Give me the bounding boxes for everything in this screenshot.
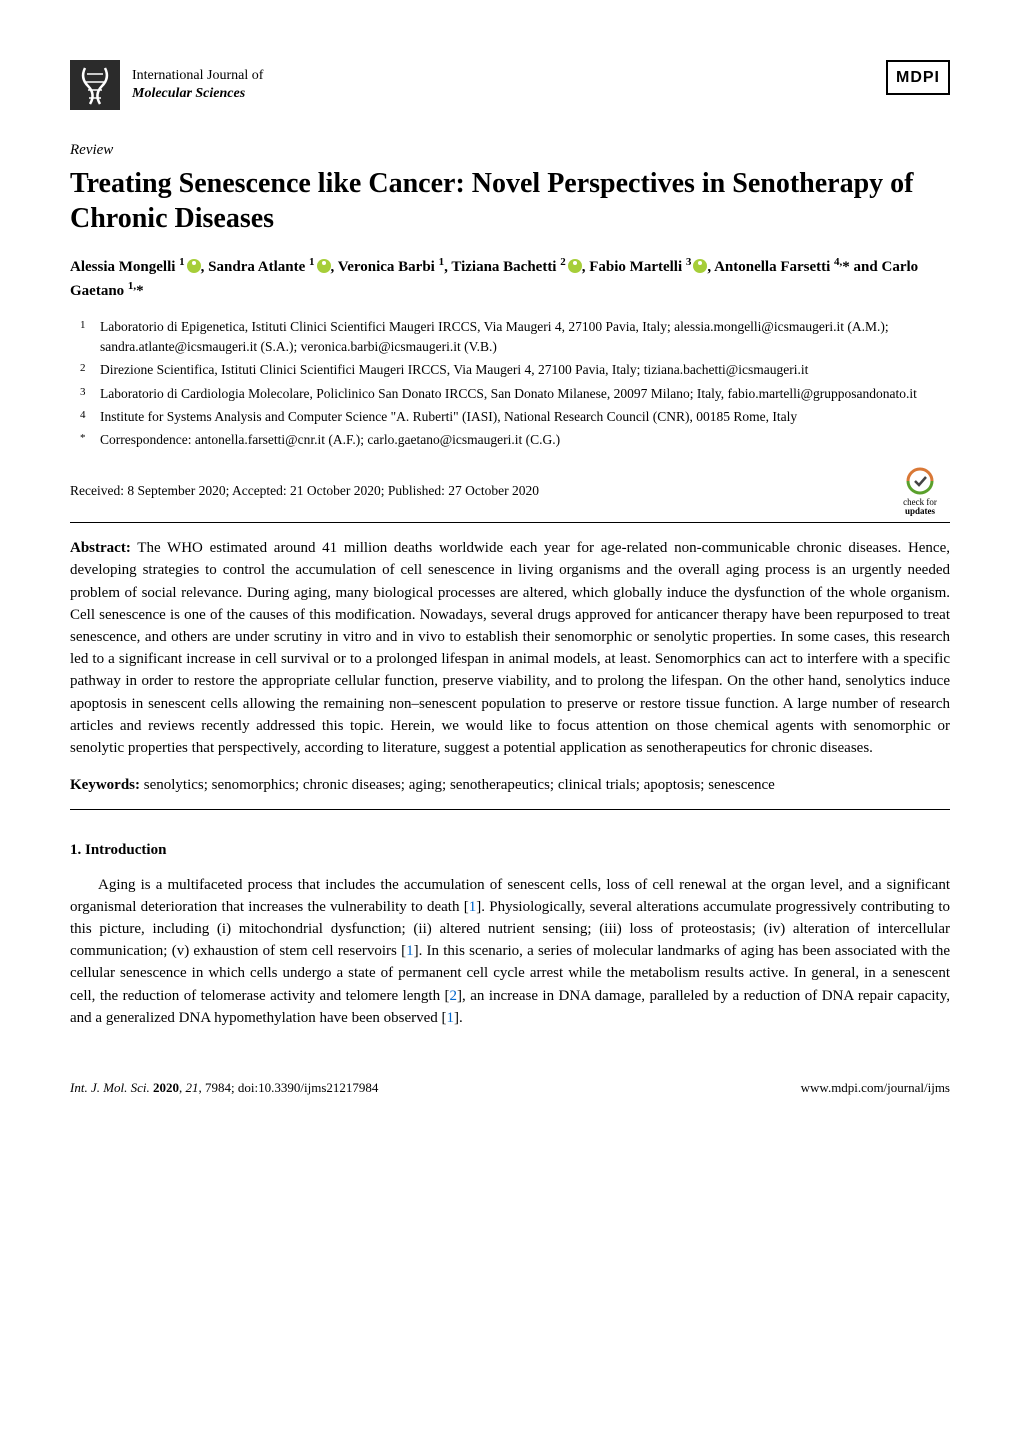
affiliation-text: Correspondence: antonella.farsetti@cnr.i… xyxy=(100,430,560,450)
publisher-logo: MDPI xyxy=(886,60,950,95)
section-heading: 1. Introduction xyxy=(70,840,950,862)
orcid-icon xyxy=(187,259,201,273)
article-title: Treating Senescence like Cancer: Novel P… xyxy=(70,166,950,236)
divider xyxy=(70,522,950,523)
orcid-icon xyxy=(693,259,707,273)
orcid-icon xyxy=(317,259,331,273)
publication-dates: Received: 8 September 2020; Accepted: 21… xyxy=(70,481,539,501)
abstract-text: The WHO estimated around 41 million deat… xyxy=(70,540,950,756)
intro-paragraph: Aging is a multifaceted process that inc… xyxy=(70,874,950,1029)
affiliation-text: Laboratorio di Cardiologia Molecolare, P… xyxy=(100,384,917,404)
affiliation-num: 3 xyxy=(80,384,100,404)
affiliation-item: 1 Laboratorio di Epigenetica, Istituti C… xyxy=(100,317,950,358)
ref-link[interactable]: 2 xyxy=(450,988,458,1004)
journal-logo-icon xyxy=(70,60,120,110)
article-type: Review xyxy=(70,140,950,162)
journal-block: International Journal of Molecular Scien… xyxy=(70,60,263,110)
journal-name-line1: International Journal of xyxy=(132,67,263,85)
abstract-paragraph: Abstract: The WHO estimated around 41 mi… xyxy=(70,537,950,759)
page-footer: Int. J. Mol. Sci. 2020, 21, 7984; doi:10… xyxy=(70,1079,950,1098)
affiliation-num: 4 xyxy=(80,407,100,427)
header-row: International Journal of Molecular Scien… xyxy=(70,60,950,110)
abstract-label: Abstract: xyxy=(70,540,131,556)
affiliation-text: Institute for Systems Analysis and Compu… xyxy=(100,407,797,427)
authors-line: Alessia Mongelli 1, Sandra Atlante 1, Ve… xyxy=(70,254,950,303)
journal-name-line2: Molecular Sciences xyxy=(132,85,263,103)
footer-right[interactable]: www.mdpi.com/journal/ijms xyxy=(801,1079,950,1098)
keywords-paragraph: Keywords: senolytics; senomorphics; chro… xyxy=(70,775,950,797)
affiliation-text: Direzione Scientifica, Istituti Clinici … xyxy=(100,360,808,380)
keywords-text: senolytics; senomorphics; chronic diseas… xyxy=(140,777,775,793)
badge-line2: updates xyxy=(905,506,935,516)
ref-link[interactable]: 1 xyxy=(469,899,477,915)
journal-name: International Journal of Molecular Scien… xyxy=(132,67,263,103)
affiliation-item: 4 Institute for Systems Analysis and Com… xyxy=(100,407,950,427)
footer-left: Int. J. Mol. Sci. 2020, 21, 7984; doi:10… xyxy=(70,1079,378,1098)
affiliation-item: * Correspondence: antonella.farsetti@cnr… xyxy=(100,430,950,450)
affiliation-num: 1 xyxy=(80,317,100,358)
affiliation-item: 3 Laboratorio di Cardiologia Molecolare,… xyxy=(100,384,950,404)
keywords-label: Keywords: xyxy=(70,777,140,793)
affiliation-text: Laboratorio di Epigenetica, Istituti Cli… xyxy=(100,317,950,358)
divider xyxy=(70,809,950,810)
dates-row: Received: 8 September 2020; Accepted: 21… xyxy=(70,466,950,516)
affiliations-block: 1 Laboratorio di Epigenetica, Istituti C… xyxy=(100,317,950,451)
ref-link[interactable]: 1 xyxy=(447,1010,455,1026)
orcid-icon xyxy=(568,259,582,273)
affiliation-num: 2 xyxy=(80,360,100,380)
check-updates-badge[interactable]: check forupdates xyxy=(890,466,950,516)
ref-link[interactable]: 1 xyxy=(406,943,414,959)
affiliation-num: * xyxy=(80,430,100,450)
affiliation-item: 2 Direzione Scientifica, Istituti Clinic… xyxy=(100,360,950,380)
